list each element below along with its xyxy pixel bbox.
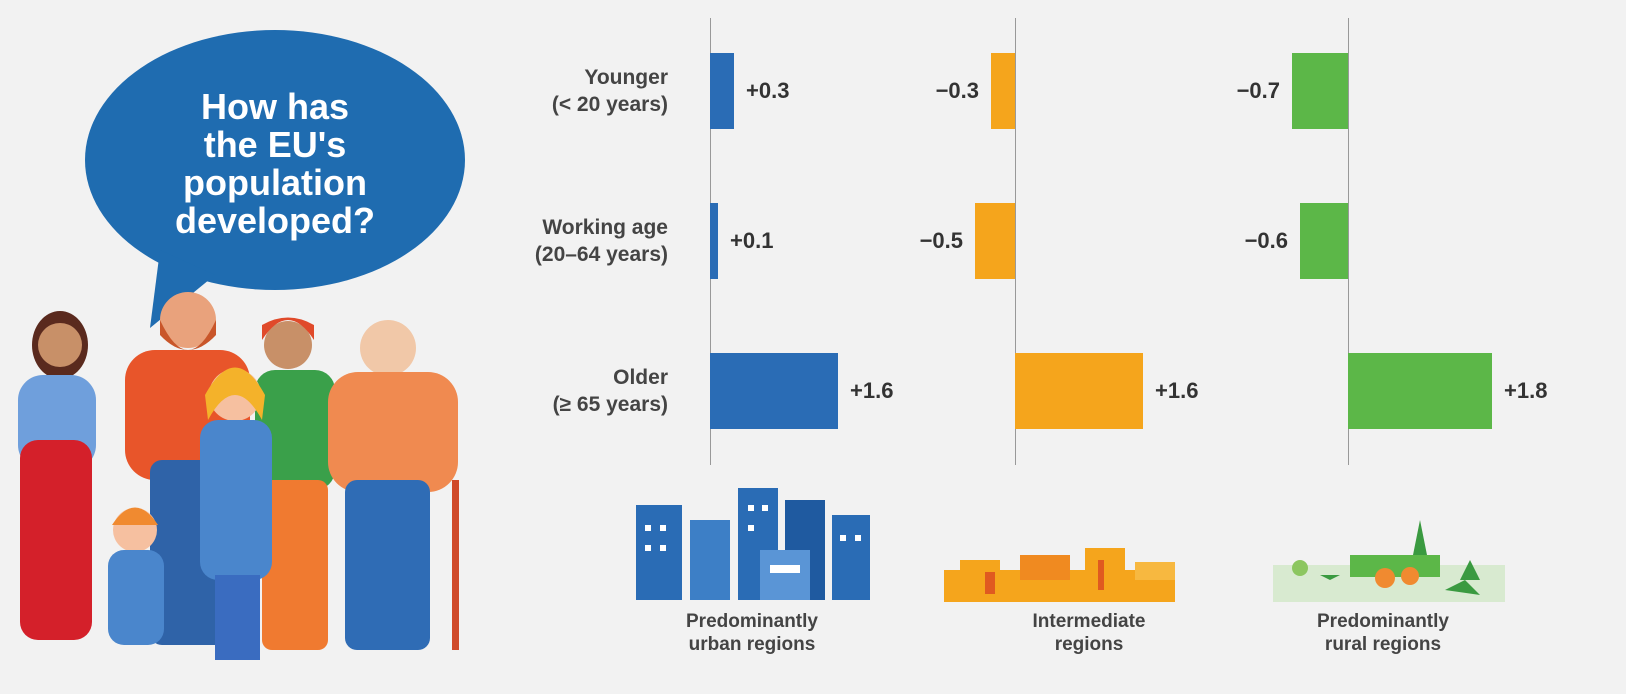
bar <box>1015 353 1143 429</box>
category-label: Working age (20–64 years) <box>534 216 668 266</box>
value-label: −0.3 <box>935 78 979 103</box>
bar <box>710 353 838 429</box>
category-label: Younger (< 20 years) <box>551 66 668 116</box>
zero-line <box>1015 18 1016 465</box>
value-label: +1.6 <box>850 378 894 403</box>
value-label: −0.5 <box>919 228 963 253</box>
title: How has the EU's population developed? <box>174 86 376 241</box>
urban-icon <box>636 488 870 600</box>
value-label: +0.1 <box>730 228 774 253</box>
value-label: −0.6 <box>1244 228 1288 253</box>
series-name: Predominantly rural regions <box>1317 611 1449 655</box>
category-label: Older (≥ 65 years) <box>552 366 668 416</box>
bar <box>710 203 718 279</box>
value-label: −0.7 <box>1236 78 1280 103</box>
value-label: +1.8 <box>1504 378 1548 403</box>
series-name: Predominantly urban regions <box>686 611 818 655</box>
zero-line <box>1348 18 1349 465</box>
bar <box>1300 203 1348 279</box>
value-label: +0.3 <box>746 78 790 103</box>
rural-icon <box>1273 520 1505 602</box>
bar <box>710 53 734 129</box>
intermediate-icon <box>944 548 1175 602</box>
value-label: +1.6 <box>1155 378 1199 403</box>
bar <box>1348 353 1492 429</box>
people <box>18 292 459 660</box>
series-name: Intermediate regions <box>1032 611 1146 655</box>
bar <box>975 203 1015 279</box>
speech-bubble <box>85 30 465 290</box>
bar <box>991 53 1015 129</box>
bar <box>1292 53 1348 129</box>
